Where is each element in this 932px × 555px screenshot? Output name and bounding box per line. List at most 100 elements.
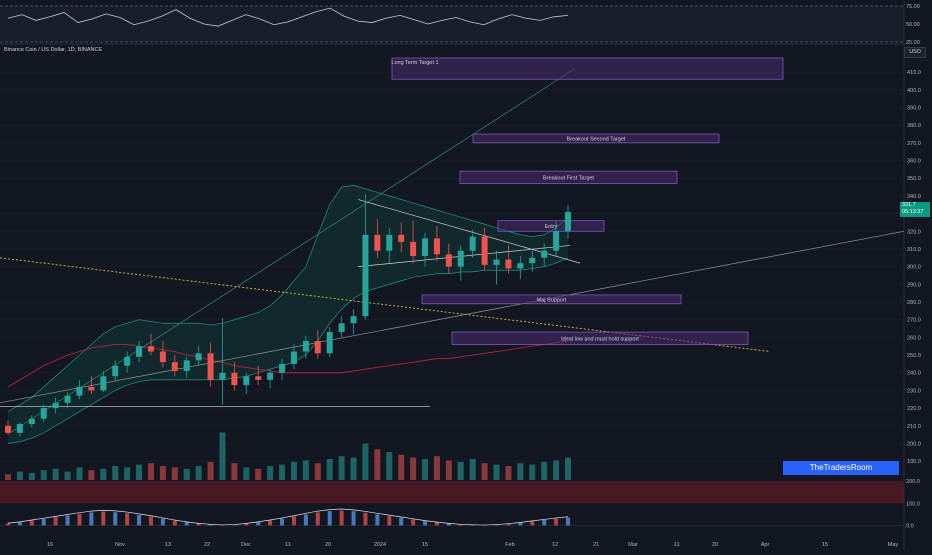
x-tick-label: 16 bbox=[47, 542, 53, 548]
volume-bar bbox=[302, 460, 309, 480]
candle-body bbox=[433, 238, 440, 255]
oscillator-bar bbox=[160, 518, 165, 526]
trend-line-upper bbox=[9, 68, 576, 434]
volume-bar bbox=[88, 470, 95, 480]
rsi-tick-label: 25.00 bbox=[906, 40, 920, 46]
price-tick-label: 380.0 bbox=[907, 123, 921, 129]
price-tick-label: 240.0 bbox=[907, 371, 921, 377]
price-tick-label: 190.0 bbox=[907, 459, 921, 465]
candle-body bbox=[279, 363, 286, 373]
candle-body bbox=[517, 263, 524, 269]
candle-body bbox=[243, 376, 250, 386]
currency-button[interactable]: USD bbox=[904, 47, 926, 58]
x-tick-label: Apr bbox=[761, 542, 770, 548]
last-price: 331.7 bbox=[902, 202, 916, 208]
candle-body bbox=[445, 254, 452, 267]
candle-body bbox=[40, 408, 47, 419]
oscillator-bar bbox=[113, 512, 118, 526]
candle-body bbox=[541, 250, 548, 258]
candle-body bbox=[565, 211, 571, 232]
x-tick-label: 15 bbox=[422, 542, 428, 548]
brand-badge[interactable]: TheTradersRoom bbox=[783, 461, 899, 475]
volume-bar bbox=[362, 443, 369, 480]
oscillator-bar bbox=[506, 523, 511, 526]
rsi-tick-label: 50.00 bbox=[906, 22, 920, 28]
volume-bar bbox=[433, 456, 440, 480]
candle-body bbox=[124, 356, 131, 366]
volume-bar bbox=[40, 470, 47, 480]
x-tick-label: 13 bbox=[165, 542, 171, 548]
oscillator-line bbox=[7, 508, 569, 526]
oscillator-bar bbox=[196, 523, 201, 526]
oscillator-overbought-zone bbox=[0, 481, 904, 504]
candle-body bbox=[100, 376, 107, 391]
price-tick-label: 200.0 bbox=[907, 441, 921, 447]
oscillator-bar bbox=[554, 518, 559, 526]
volume-bar bbox=[326, 459, 333, 480]
price-tick-label: 230.0 bbox=[907, 388, 921, 394]
volume-bar bbox=[386, 452, 393, 480]
volume-bar bbox=[171, 467, 178, 480]
volume-bar bbox=[124, 467, 131, 480]
oscillator-bar bbox=[530, 521, 535, 526]
volume-bar bbox=[64, 471, 71, 480]
oscillator-bar bbox=[434, 522, 439, 526]
candle-body bbox=[362, 234, 369, 317]
volume-bar bbox=[159, 466, 166, 480]
candle-body bbox=[219, 372, 226, 380]
price-tick-label: 300.0 bbox=[907, 265, 921, 271]
wedge-bottom-line bbox=[357, 245, 571, 268]
price-tick-label: 400.0 bbox=[907, 88, 921, 94]
candle-body bbox=[76, 386, 83, 396]
candle-body bbox=[469, 236, 476, 251]
candle-body bbox=[314, 340, 321, 354]
oscillator-bar bbox=[137, 514, 142, 526]
symbol-title[interactable]: Binance Coin / US Dollar, 1D, BINANCE bbox=[4, 47, 103, 53]
volume-bar bbox=[100, 468, 107, 480]
oscillator-bar bbox=[184, 522, 189, 526]
x-tick-label: 20 bbox=[325, 542, 331, 548]
oscillator-bar bbox=[89, 512, 94, 526]
target-zone bbox=[497, 220, 605, 232]
volume-bar bbox=[76, 467, 83, 480]
candle-body bbox=[326, 332, 333, 354]
volume-bar bbox=[28, 473, 35, 480]
oscillator-bar bbox=[423, 521, 428, 526]
oscillator-bar bbox=[77, 513, 82, 526]
price-tick-label: 350.0 bbox=[907, 176, 921, 182]
oscillator-bar bbox=[387, 516, 392, 526]
oscillator-bar bbox=[256, 522, 261, 526]
x-tick-label: Mar bbox=[628, 542, 638, 548]
oscillator-bar bbox=[458, 524, 463, 526]
oscillator-bar bbox=[303, 514, 308, 526]
volume-bar bbox=[16, 471, 23, 480]
volume-bar bbox=[398, 454, 405, 480]
candle-body bbox=[88, 386, 95, 391]
candle-body bbox=[231, 372, 238, 386]
candle-body bbox=[16, 424, 23, 433]
price-tick-label: 320.0 bbox=[907, 229, 921, 235]
volume-bar bbox=[457, 461, 464, 480]
x-tick-label: 2024 bbox=[374, 542, 386, 548]
target-zone bbox=[472, 133, 720, 144]
volume-bar bbox=[231, 463, 238, 480]
oscillator-tick-label: 200.0 bbox=[906, 479, 920, 485]
volume-bar bbox=[338, 456, 345, 480]
volume-bar bbox=[267, 466, 274, 480]
volume-bar bbox=[469, 459, 476, 480]
oscillator-bar bbox=[566, 517, 570, 526]
candle-body bbox=[64, 395, 71, 403]
volume-bar bbox=[112, 466, 119, 480]
candle-body bbox=[159, 351, 166, 363]
price-tick-label: 210.0 bbox=[907, 424, 921, 430]
price-tick-label: 370.0 bbox=[907, 141, 921, 147]
zone-label: Maj Support bbox=[537, 297, 567, 303]
x-tick-label: Nov bbox=[115, 542, 125, 548]
candle-body bbox=[112, 365, 119, 377]
oscillator-bar bbox=[542, 519, 547, 526]
x-tick-label: Feb bbox=[505, 542, 514, 548]
candle-body bbox=[171, 362, 178, 371]
oscillator-bar bbox=[41, 518, 46, 526]
